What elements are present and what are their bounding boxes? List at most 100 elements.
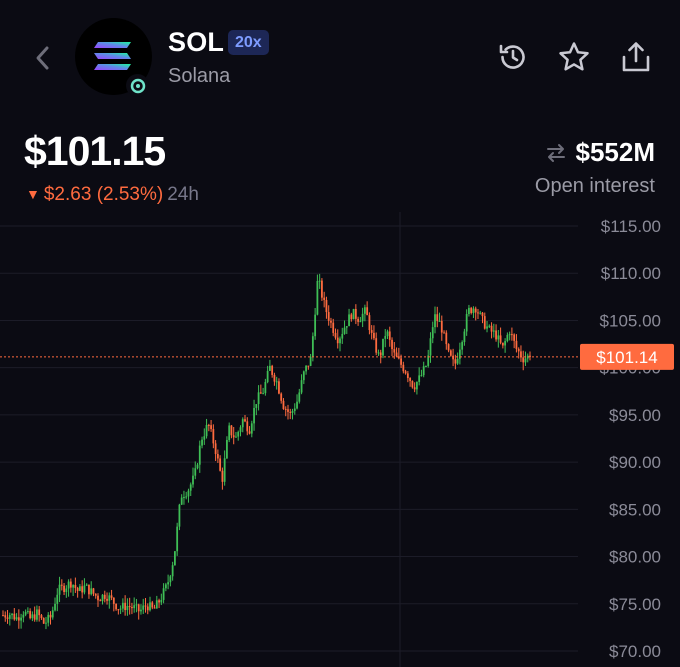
candle-body <box>164 584 167 589</box>
candle-body <box>422 366 425 376</box>
candle-body <box>325 299 328 313</box>
candle-body <box>468 307 470 315</box>
candle-body <box>155 600 158 609</box>
candle-body <box>461 342 464 350</box>
candle-body <box>187 490 190 497</box>
candle-body <box>350 314 353 320</box>
candle-body <box>17 617 20 621</box>
candle-body <box>203 436 206 440</box>
candle-body <box>54 603 56 611</box>
candle-body <box>402 364 405 372</box>
candle-body <box>427 355 430 366</box>
candle-body <box>481 312 484 317</box>
candle-body <box>162 588 165 600</box>
candle-body <box>176 526 179 552</box>
favorite-button[interactable] <box>557 40 591 74</box>
candle-body <box>56 594 59 604</box>
candle-body <box>425 365 427 367</box>
candle-body <box>431 327 434 339</box>
candle-body <box>69 581 72 588</box>
solana-logo <box>94 42 131 70</box>
candle-body <box>45 622 47 624</box>
candle-body <box>438 320 441 322</box>
candle-body <box>264 382 267 394</box>
candle-body <box>262 393 265 395</box>
candle-body <box>307 365 310 367</box>
candle-body <box>524 358 527 363</box>
candle-body <box>366 307 369 316</box>
candle-body <box>180 497 183 505</box>
candle-body <box>178 504 181 527</box>
candle-body <box>275 381 278 383</box>
candle-body <box>363 307 366 314</box>
candle-body <box>395 352 398 357</box>
candle-body <box>488 325 491 327</box>
candle-body <box>142 605 145 610</box>
candle-body <box>418 375 421 382</box>
candle-body <box>36 609 38 620</box>
star-icon <box>559 42 589 71</box>
candle-body <box>192 475 194 485</box>
candle-body <box>149 602 151 611</box>
candle-body <box>81 586 84 593</box>
back-button[interactable] <box>30 40 56 76</box>
history-button[interactable] <box>496 40 530 74</box>
candle-body <box>207 424 210 426</box>
candle-body <box>79 586 81 591</box>
candle-body <box>406 373 409 379</box>
candle-body <box>65 588 68 593</box>
candle-body <box>257 392 260 405</box>
candle-body <box>388 331 391 340</box>
candle-body <box>15 617 18 620</box>
candle-body <box>354 308 357 319</box>
candle-body <box>411 380 414 388</box>
y-axis-label: $90.00 <box>609 453 661 472</box>
candle-body <box>504 341 507 346</box>
candle-body <box>13 613 16 620</box>
status-badge <box>126 74 149 97</box>
candle-body <box>452 355 454 360</box>
candle-body <box>183 496 185 498</box>
candle-body <box>11 613 13 616</box>
candle-body <box>119 608 122 610</box>
candle-body <box>513 334 516 341</box>
candle-body <box>31 614 34 619</box>
candle-body <box>449 350 452 356</box>
candle-body <box>323 297 326 300</box>
candle-body <box>302 371 305 381</box>
candle-body <box>465 314 468 332</box>
candle-body <box>280 393 283 401</box>
candle-body <box>101 594 104 602</box>
history-icon <box>499 44 525 69</box>
candle-body <box>289 411 292 413</box>
candle-body <box>83 585 86 593</box>
candle-body <box>339 338 341 344</box>
candle-body <box>235 436 237 438</box>
candle-body <box>99 600 102 602</box>
candle-body <box>160 599 163 603</box>
y-axis-label: $70.00 <box>609 642 661 661</box>
candle-body <box>128 606 131 608</box>
candle-body <box>454 359 457 364</box>
price-chart[interactable]: $115.00$110.00$105.00$100.00$95.00$90.00… <box>0 212 680 667</box>
candle-body <box>49 614 52 618</box>
candle-body <box>370 330 373 333</box>
candle-body <box>393 349 396 353</box>
candle-body <box>51 610 54 618</box>
candle-body <box>244 419 246 422</box>
candle-body <box>153 607 156 609</box>
candle-body <box>497 335 500 340</box>
candle-body <box>284 408 287 410</box>
y-axis-label: $105.00 <box>600 311 661 330</box>
candle-body <box>309 356 312 366</box>
candle-body <box>271 365 274 375</box>
candle-body <box>334 332 337 338</box>
candle-body <box>223 458 226 482</box>
candle-body <box>196 464 199 469</box>
candle-body <box>106 598 108 601</box>
candle-body <box>185 496 188 498</box>
candle-body <box>72 584 75 588</box>
share-button[interactable] <box>619 40 653 74</box>
current-price: $101.15 <box>24 128 166 174</box>
candle-body <box>373 332 375 339</box>
